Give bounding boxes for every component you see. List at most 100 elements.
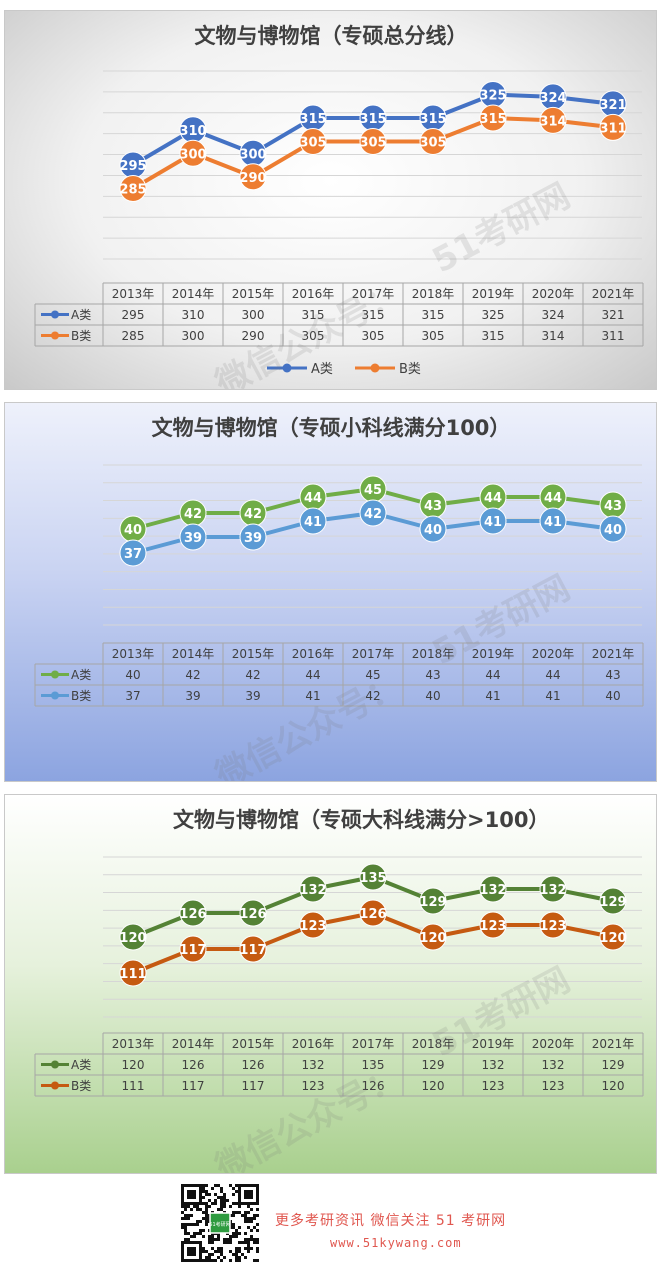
table-cell: 132 [542, 1058, 565, 1072]
data-point [299, 128, 327, 155]
table-cell: 310 [182, 308, 205, 322]
data-label: 117 [239, 943, 266, 958]
data-point [599, 923, 627, 951]
table-header-year: 2019年 [472, 1037, 515, 1051]
table-cell: 120 [422, 1079, 445, 1093]
data-point [239, 523, 267, 551]
legend-label: B类 [399, 362, 421, 377]
chart-title: 文物与博物馆（专硕小科线满分100） [152, 416, 511, 440]
data-point [599, 515, 627, 543]
table-header-year: 2017年 [352, 647, 395, 661]
table-header-year: 2018年 [412, 1037, 455, 1051]
data-label: 126 [359, 907, 386, 922]
table-cell: 132 [302, 1058, 325, 1072]
data-label: 42 [184, 507, 202, 522]
table-cell: 117 [242, 1079, 265, 1093]
table-header-year: 2021年 [592, 287, 635, 301]
data-label: 44 [544, 491, 562, 506]
table-cell: 41 [485, 689, 500, 703]
table-row-label: A类 [71, 668, 91, 682]
table-header-year: 2017年 [352, 287, 395, 301]
legend-key-marker [51, 331, 59, 340]
table-cell: 44 [545, 668, 560, 682]
data-point [479, 507, 507, 535]
data-label: 295 [119, 159, 146, 174]
table-row-label: B类 [71, 689, 91, 703]
data-point [539, 911, 567, 939]
data-point [239, 935, 267, 963]
legend-key-marker [282, 363, 292, 373]
table-header-year: 2018年 [412, 647, 455, 661]
table-header-year: 2013年 [112, 647, 155, 661]
data-table: 2013年 2014年 2015年 2016年 2017年 2018年 2019年 2020年… [34, 282, 644, 347]
legend-label: A类 [311, 362, 333, 377]
table-cell: 123 [482, 1079, 505, 1093]
footer-url-link[interactable]: www.51kywang.com [330, 1236, 462, 1250]
table-row-label: A类 [71, 1058, 91, 1072]
data-label: 305 [299, 136, 326, 151]
table-cell: 314 [542, 329, 565, 343]
table-cell: 39 [245, 689, 260, 703]
chart-title: 文物与博物馆（专硕大科线满分>100） [173, 808, 549, 832]
data-label: 325 [479, 89, 506, 104]
data-label: 126 [179, 907, 206, 922]
data-label: 123 [539, 919, 566, 934]
table-cell: 295 [122, 308, 145, 322]
table-cell: 41 [545, 689, 560, 703]
table-cell: 40 [425, 689, 440, 703]
data-label: 41 [544, 515, 562, 530]
table-header-year: 2015年 [232, 1037, 275, 1051]
chart-legend: A类 B类 [267, 362, 421, 377]
table-row-label: B类 [71, 329, 91, 343]
table-header-year: 2019年 [472, 647, 515, 661]
data-point [419, 887, 447, 915]
data-point [479, 104, 507, 132]
table-header-year: 2014年 [172, 287, 215, 301]
data-point [119, 539, 147, 567]
data-label: 129 [599, 895, 626, 910]
data-label: 315 [299, 112, 326, 127]
table-cell: 315 [302, 308, 325, 322]
data-label: 123 [479, 919, 506, 934]
data-label: 39 [244, 531, 262, 546]
table-header-year: 2013年 [112, 1037, 155, 1051]
data-label: 42 [364, 507, 382, 522]
data-point [119, 923, 147, 951]
chart-title: 文物与博物馆（专硕总分线） [195, 24, 468, 48]
data-label: 37 [124, 547, 142, 562]
data-label: 43 [424, 499, 442, 514]
table-cell: 129 [422, 1058, 445, 1072]
data-label: 40 [424, 523, 442, 538]
table-header-year: 2015年 [232, 287, 275, 301]
table-header-year: 2016年 [292, 647, 335, 661]
chart-panel-small-subject: 文物与博物馆（专硕小科线满分100） 40 42 42 44 45 43 44 44 43 37 39… [4, 402, 657, 782]
table-cell: 311 [602, 329, 625, 343]
data-point [239, 899, 267, 927]
data-label: 120 [419, 931, 446, 946]
data-point [179, 523, 207, 551]
data-point [359, 499, 387, 527]
data-point [419, 515, 447, 543]
data-label: 126 [239, 907, 266, 922]
table-cell: 135 [362, 1058, 385, 1072]
data-label: 305 [419, 136, 446, 151]
chart-svg-0: 文物与博物馆（专硕总分线） 295 310 300 315 315 315 325 324 321… [34, 24, 644, 377]
data-label: 315 [479, 112, 506, 127]
data-label: 120 [599, 931, 626, 946]
data-label: 285 [119, 183, 146, 198]
table-cell: 43 [605, 668, 620, 682]
table-cell: 315 [422, 308, 445, 322]
data-point [179, 935, 207, 963]
data-label: 44 [484, 491, 502, 506]
legend-key-marker [51, 310, 59, 319]
table-header-year: 2019年 [472, 287, 515, 301]
data-point [419, 923, 447, 951]
table-cell: 315 [482, 329, 505, 343]
data-point [299, 507, 327, 535]
data-label: 111 [119, 967, 146, 982]
data-label: 40 [604, 523, 622, 538]
data-label: 324 [539, 91, 566, 106]
table-cell: 44 [305, 668, 320, 682]
data-label: 129 [419, 895, 446, 910]
data-point [179, 899, 207, 927]
